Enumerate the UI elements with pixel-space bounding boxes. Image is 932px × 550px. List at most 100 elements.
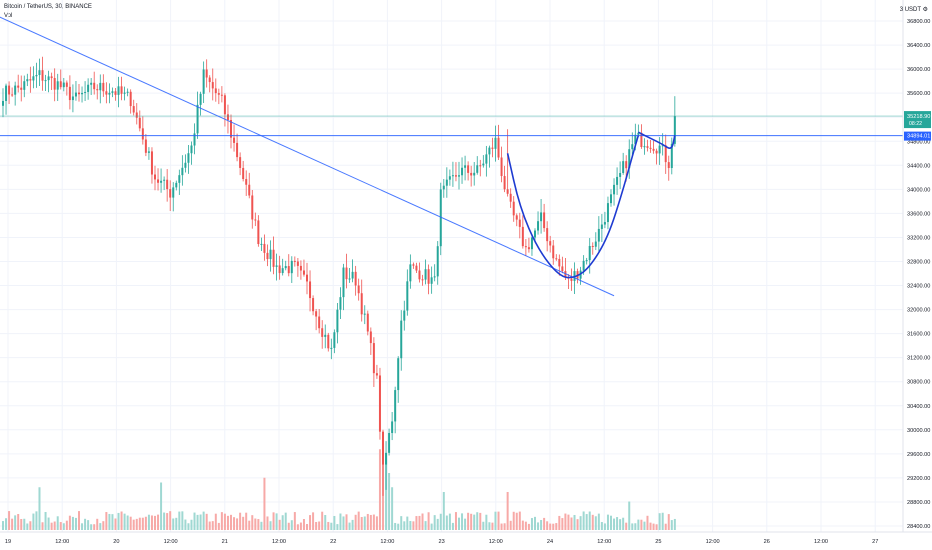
candle-body [640,132,643,147]
volume-bar [126,515,129,530]
candle-body [190,145,193,154]
volume-bar [141,517,144,530]
candle-body [412,264,415,266]
candle-body [369,331,372,344]
volume-bar [427,512,430,530]
candle-body [214,88,217,94]
volume-bar [558,515,561,530]
volume-bar [625,522,628,530]
price-tick-label: 36000.00 [907,67,930,73]
volume-bar [20,519,23,530]
volume-bar [664,523,667,530]
candle-body [47,76,50,81]
volume-bar [260,521,263,530]
volume-bar [570,517,573,530]
volume-bar [412,521,415,530]
candle-body [309,281,312,299]
candle-body [637,132,640,135]
candle-body [324,334,327,337]
volume-bar [670,520,673,530]
handle-curve [638,131,676,149]
volume-bar [53,521,56,530]
price-tick-label: 29200.00 [907,476,930,482]
time-tick-label: 12:00 [706,539,720,545]
price-tick-label: 32000.00 [907,308,930,314]
volume-bar [26,523,29,530]
volume-bar [357,511,360,530]
scale-currency-label[interactable]: 3 USDT ⚙ [900,6,928,13]
volume-bar [491,522,494,530]
candle-body [169,189,172,198]
candle-body [467,165,470,173]
volume-bar [661,512,664,530]
volume-bar [652,523,655,530]
candle-body [233,137,236,143]
time-tick-label: 21 [222,539,228,545]
candle-body [62,82,65,88]
candle-body [120,86,123,94]
candle-body [50,76,53,79]
candle-body [205,69,208,78]
volume-bar [84,518,87,530]
time-tick-label: 23 [438,539,444,545]
candle-body [436,246,439,277]
candle-body [5,85,8,101]
volume-bar [467,512,470,530]
candle-body [96,89,99,91]
volume-bar [588,511,591,530]
candle-body [266,252,269,260]
candle-body [135,112,138,118]
volume-bar [87,520,90,530]
volume-bar [324,514,327,530]
cup-curve [506,134,640,279]
candle-body [512,201,515,216]
candle-body [606,203,609,223]
candle-body [488,147,491,155]
volume-bar [640,519,643,530]
candle-body [87,84,90,92]
volume-bar [342,516,345,530]
price-tick-label: 30400.00 [907,404,930,410]
volume-bar [81,523,84,530]
volume-bar [147,514,150,530]
candle-body [631,144,634,150]
price-tick-label: 32800.00 [907,259,930,265]
candle-body [597,228,600,242]
volume-bar [439,513,442,530]
candle-body [105,91,108,95]
volume-bar [527,523,530,530]
candle-body [157,179,160,183]
candle-body [427,269,430,284]
candle-body [603,222,606,225]
volume-bar [585,514,588,530]
volume-bar [96,518,99,530]
candle-body [211,82,214,89]
volume-bar [549,523,552,530]
candle-body [619,173,622,177]
volume-bar [591,514,594,530]
volume-bar [38,487,41,530]
candle-body [375,373,378,376]
level-price-value: 34894.01 [907,134,930,140]
candle-body [415,265,418,271]
candle-body [439,189,442,247]
symbol-title[interactable]: Bitcoin / TetherUS, 30, BINANCE [4,4,92,10]
volume-bar [561,518,564,530]
candle-body [245,179,248,185]
candle-body [208,77,211,83]
volume-bar [610,515,612,530]
candle-body [454,175,457,177]
volume-bar [442,492,445,530]
level-price-tag [904,131,931,141]
volume-bar [214,513,217,530]
volume-bar [178,511,181,530]
candle-body [184,162,187,168]
time-tick-label: 27 [872,539,878,545]
candle-body [543,212,546,229]
volume-bar [485,514,488,530]
volume-bar [68,515,71,530]
time-scale[interactable]: 19 12:00 20 12:00 21 12:00 22 12:00 23 12:00 24 12:… [5,539,878,545]
volume-bar [415,516,418,530]
